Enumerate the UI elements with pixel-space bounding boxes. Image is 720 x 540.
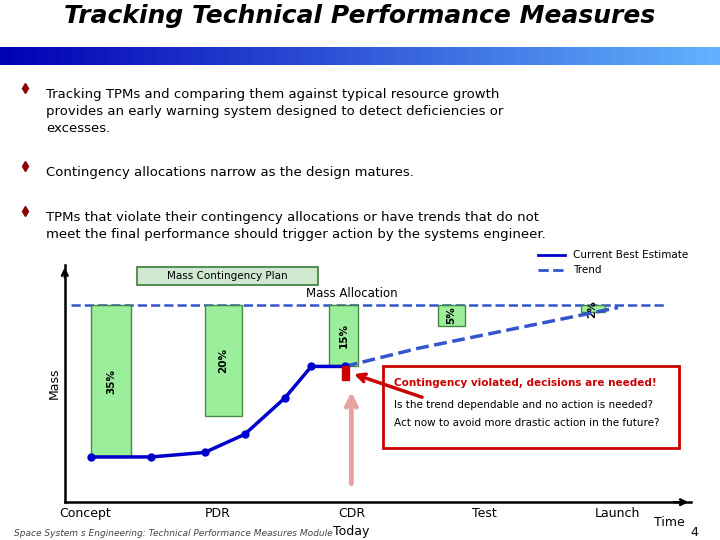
Bar (36, 46, 52, 65)
Text: 5%: 5% (446, 307, 456, 325)
Bar (580, 305, 605, 312)
Bar (342, 367, 349, 380)
Bar (408, 46, 423, 65)
Bar (180, 46, 196, 65)
Bar (708, 46, 720, 65)
Bar (204, 305, 242, 416)
Bar (120, 46, 135, 65)
Text: Mass Allocation: Mass Allocation (305, 287, 397, 300)
Bar (576, 46, 592, 65)
Bar (276, 46, 292, 65)
Bar (600, 46, 616, 65)
Bar (168, 46, 184, 65)
Bar (312, 46, 328, 65)
Bar (288, 46, 304, 65)
Bar (48, 46, 63, 65)
Bar (204, 46, 220, 65)
Text: Contingency violated, decisions are needed!: Contingency violated, decisions are need… (394, 378, 657, 388)
Bar (348, 46, 364, 65)
Text: Contingency allocations narrow as the design matures.: Contingency allocations narrow as the de… (46, 166, 414, 179)
Legend: Current Best Estimate, Trend: Current Best Estimate, Trend (534, 246, 692, 280)
Bar (648, 46, 664, 65)
Text: Act now to avoid more drastic action in the future?: Act now to avoid more drastic action in … (394, 418, 660, 428)
Bar (564, 46, 580, 65)
Bar (528, 46, 544, 65)
Text: Is the trend dependable and no action is needed?: Is the trend dependable and no action is… (394, 400, 653, 410)
Bar (329, 305, 358, 367)
Bar (588, 46, 603, 65)
Bar (12, 46, 27, 65)
Bar (324, 46, 340, 65)
Bar (360, 46, 376, 65)
Bar (504, 46, 520, 65)
Bar (156, 46, 171, 65)
Bar (480, 46, 495, 65)
Bar (24, 46, 40, 65)
Text: Tracking Technical Performance Measures: Tracking Technical Performance Measures (64, 4, 656, 28)
Bar (300, 46, 315, 65)
Bar (240, 46, 256, 65)
Bar (372, 46, 387, 65)
Text: Today: Today (333, 525, 369, 538)
Bar (696, 46, 711, 65)
FancyBboxPatch shape (383, 367, 679, 448)
Bar (492, 46, 508, 65)
Bar (456, 46, 472, 65)
Text: 35%: 35% (107, 369, 117, 394)
Bar (660, 46, 675, 65)
Bar (672, 46, 688, 65)
Bar (192, 46, 207, 65)
Text: Space System s Engineering: Technical Performance Measures Module: Space System s Engineering: Technical Pe… (14, 529, 333, 538)
Text: 4: 4 (690, 525, 698, 539)
Text: Time: Time (654, 516, 685, 529)
Bar (72, 46, 88, 65)
Bar (468, 46, 484, 65)
Bar (252, 46, 268, 65)
Text: 2%: 2% (588, 300, 598, 318)
Bar (432, 46, 448, 65)
Text: Tracking TPMs and comparing them against typical resource growth
provides an ear: Tracking TPMs and comparing them against… (46, 88, 503, 135)
Bar (384, 46, 400, 65)
Bar (444, 46, 459, 65)
Bar (144, 46, 160, 65)
Bar (636, 46, 652, 65)
Bar (624, 46, 639, 65)
Bar (84, 46, 99, 65)
Bar (552, 46, 567, 65)
Bar (216, 46, 232, 65)
Bar (96, 46, 112, 65)
Bar (420, 46, 436, 65)
Text: 15%: 15% (338, 323, 348, 348)
Bar (132, 46, 148, 65)
Text: 20%: 20% (218, 348, 228, 373)
Text: Mass Contingency Plan: Mass Contingency Plan (167, 271, 288, 281)
Bar (396, 46, 412, 65)
Bar (108, 46, 124, 65)
Bar (684, 46, 700, 65)
Bar (0, 46, 16, 65)
Bar (438, 305, 464, 326)
Bar (336, 46, 351, 65)
Y-axis label: Mass: Mass (48, 368, 60, 399)
Bar (516, 46, 531, 65)
Bar (264, 46, 279, 65)
FancyBboxPatch shape (137, 267, 318, 285)
Bar (540, 46, 556, 65)
Bar (228, 46, 243, 65)
Bar (612, 46, 628, 65)
Text: TPMs that violate their contingency allocations or have trends that do not
meet : TPMs that violate their contingency allo… (46, 211, 546, 241)
Bar (60, 46, 76, 65)
Bar (91, 305, 132, 457)
